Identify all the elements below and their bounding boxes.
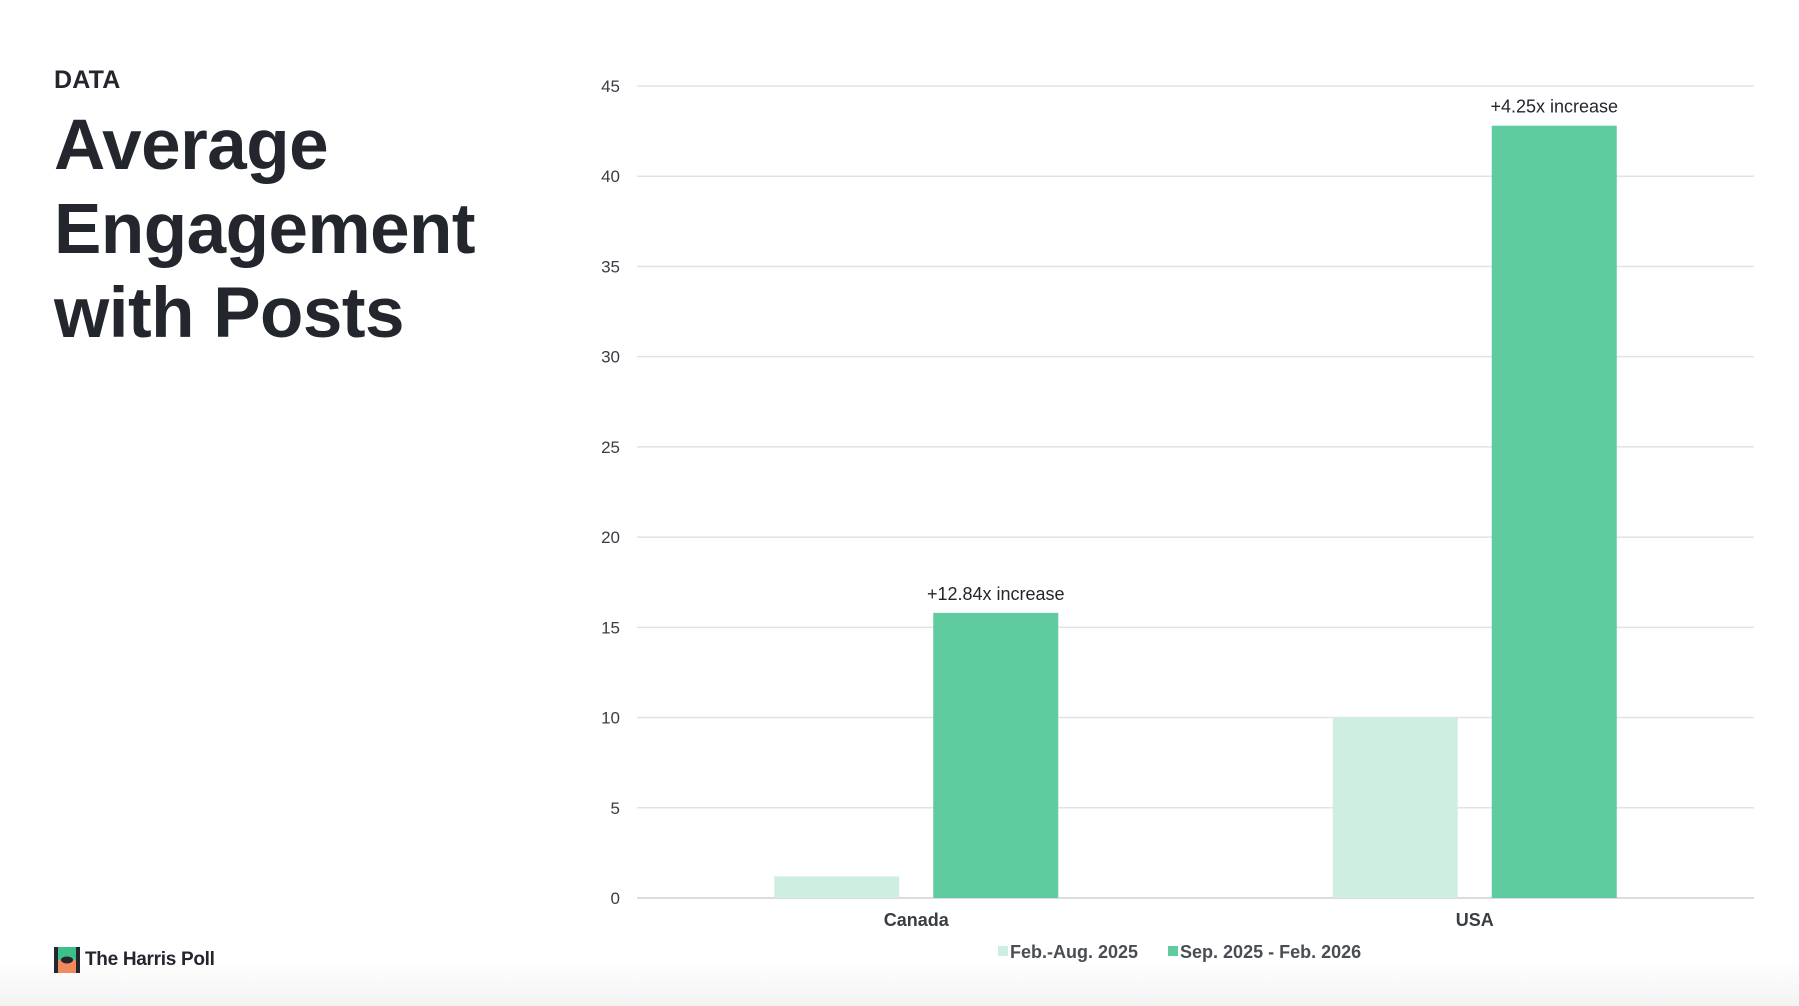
x-category-label: USA: [1456, 910, 1494, 930]
harris-poll-logo: The Harris Poll: [54, 947, 215, 973]
y-tick-label: 10: [601, 709, 620, 728]
section-eyebrow: DATA: [54, 66, 121, 94]
bar: [1332, 717, 1458, 898]
page-title: Average Engagement with Posts: [54, 106, 476, 353]
y-axis-ticks: 0 5 10 15 20 25 30 35 40 45: [601, 77, 620, 908]
bar-annotation: +4.25x increase: [1490, 97, 1618, 117]
bar-annotations: +12.84x increase +4.25x increase: [927, 97, 1618, 604]
harris-poll-logo-icon: [54, 947, 80, 973]
legend: Feb.-Aug. 2025 Sep. 2025 - Feb. 2026: [998, 942, 1361, 962]
y-tick-label: 45: [601, 77, 620, 96]
y-tick-label: 30: [601, 348, 620, 367]
y-tick-label: 0: [611, 889, 620, 908]
legend-label: Feb.-Aug. 2025: [1010, 942, 1138, 962]
x-axis-categories: Canada USA: [884, 910, 1494, 930]
y-tick-label: 25: [601, 438, 620, 457]
brand-name: The Harris Poll: [85, 949, 215, 970]
y-tick-label: 20: [601, 528, 620, 547]
bar: [933, 612, 1059, 898]
y-tick-label: 15: [601, 618, 620, 637]
bar-annotation: +12.84x increase: [927, 584, 1065, 604]
bar: [774, 876, 900, 898]
legend-label: Sep. 2025 - Feb. 2026: [1180, 942, 1361, 962]
x-category-label: Canada: [884, 910, 950, 930]
legend-swatch: [998, 946, 1008, 956]
bar: [1491, 125, 1617, 899]
y-tick-label: 5: [611, 799, 620, 818]
bars: [774, 125, 1617, 899]
y-tick-label: 35: [601, 257, 620, 276]
legend-swatch: [1168, 946, 1179, 956]
y-tick-label: 40: [601, 167, 620, 186]
